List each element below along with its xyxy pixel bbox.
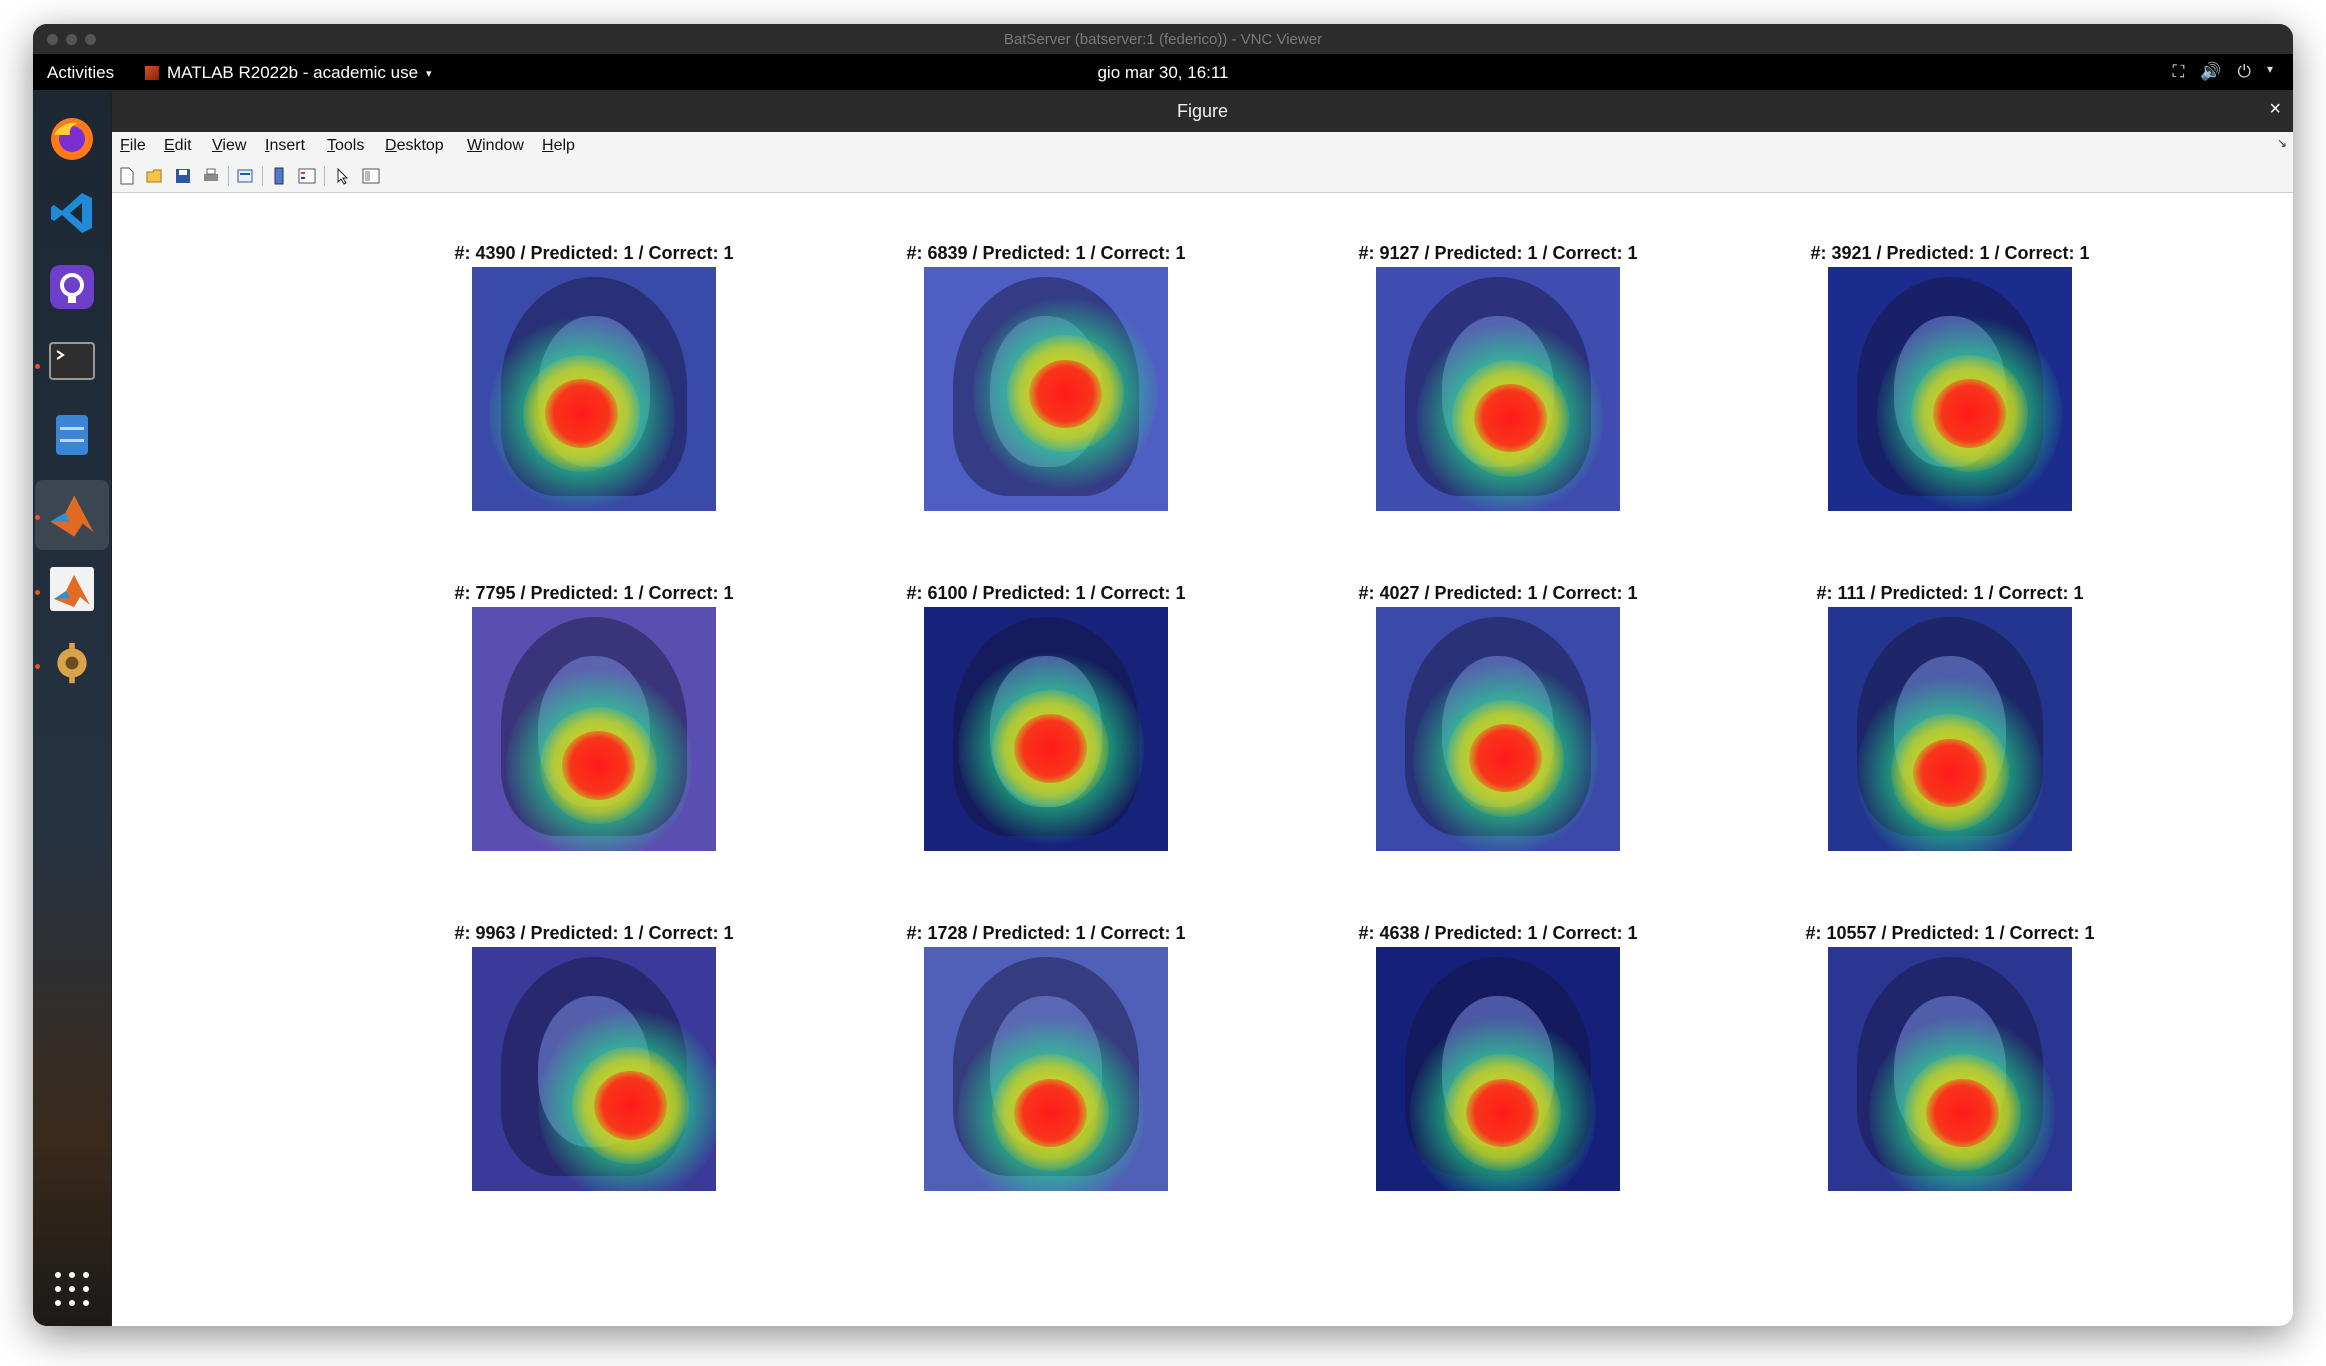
network-icon: ⛶ — [2172, 62, 2185, 81]
chevron-down-icon: ▾ — [426, 67, 432, 80]
subplot-panel: #: 6839 / Predicted: 1 / Correct: 1 — [836, 243, 1256, 543]
toolbar-separator — [324, 166, 325, 186]
subplot-panel: #: 6100 / Predicted: 1 / Correct: 1 — [836, 583, 1256, 883]
dock — [33, 90, 111, 1326]
firefox-icon[interactable] — [45, 112, 99, 166]
gradcam-heatmap-image — [472, 947, 716, 1191]
figure-canvas[interactable]: #: 4390 / Predicted: 1 / Correct: 1 #: 68… — [112, 193, 2293, 1326]
print-preview-icon[interactable] — [236, 167, 254, 185]
gradcam-heatmap-image — [1828, 267, 2072, 511]
menu-edit[interactable]: Edit — [164, 137, 192, 154]
subplot-panel: #: 1728 / Predicted: 1 / Correct: 1 — [836, 923, 1256, 1223]
gradcam-heatmap-image — [1376, 607, 1620, 851]
system-tray[interactable]: ⛶ 🔊 ⏻ ▾ — [2172, 62, 2273, 82]
subplot-title: #: 10557 / Predicted: 1 / Correct: 1 — [1805, 923, 2095, 943]
activities-button[interactable]: Activities — [47, 63, 115, 82]
vnc-titlebar: BatServer (batserver:1 (federico)) - VNC… — [33, 24, 2293, 54]
legend-icon[interactable] — [298, 167, 316, 185]
clock[interactable]: gio mar 30, 16:11 — [1097, 63, 1229, 82]
subplot-panel: #: 9127 / Predicted: 1 / Correct: 1 — [1288, 243, 1708, 543]
subplot-title: #: 3921 / Predicted: 1 / Correct: 1 — [1810, 243, 2090, 263]
property-inspector-icon[interactable] — [362, 167, 380, 185]
app-menu[interactable]: MATLAB R2022b - academic use ▾ — [145, 63, 432, 83]
subplot-title: #: 9127 / Predicted: 1 / Correct: 1 — [1358, 243, 1638, 263]
matlab-figure-window: Figure × File Edit View Insert Tools Des… — [112, 90, 2293, 1326]
colorbar-icon[interactable] — [270, 167, 288, 185]
close-icon[interactable]: × — [2269, 98, 2281, 120]
matlab-icon — [145, 66, 159, 80]
gradcam-heatmap-image — [1828, 947, 2072, 1191]
minimize-window-button[interactable] — [66, 34, 77, 45]
window-controls — [47, 34, 96, 45]
figure-title: Figure — [1176, 101, 1229, 121]
matlab-icon[interactable] — [35, 480, 109, 550]
menu-file[interactable]: File — [120, 137, 146, 154]
pointer-icon[interactable] — [334, 167, 352, 185]
gradcam-heatmap-image — [924, 267, 1168, 511]
vnc-window-title: BatServer (batserver:1 (federico)) - VNC… — [1003, 30, 1323, 48]
menu-help[interactable]: Help — [542, 137, 575, 154]
save-icon[interactable] — [174, 167, 192, 185]
subplot-title: #: 111 / Predicted: 1 / Correct: 1 — [1816, 583, 2084, 603]
subplot-panel: #: 7795 / Predicted: 1 / Correct: 1 — [384, 583, 804, 883]
subplot-title: #: 9963 / Predicted: 1 / Correct: 1 — [454, 923, 734, 943]
running-indicator — [35, 590, 40, 595]
figure-toolbar — [112, 160, 2293, 193]
gradcam-heatmap-image — [1376, 267, 1620, 511]
subplot-title: #: 4390 / Predicted: 1 / Correct: 1 — [454, 243, 734, 263]
subplot-title: #: 6100 / Predicted: 1 / Correct: 1 — [906, 583, 1186, 603]
zoom-window-button[interactable] — [85, 34, 96, 45]
figure-menubar: File Edit View Insert Tools Desktop Wind… — [112, 132, 2293, 161]
subplot-title: #: 4638 / Predicted: 1 / Correct: 1 — [1358, 923, 1638, 943]
github-desktop-icon[interactable] — [45, 260, 99, 314]
open-file-icon[interactable] — [146, 167, 164, 185]
software-updater-icon[interactable] — [45, 636, 99, 690]
subplot-panel: #: 3921 / Predicted: 1 / Correct: 1 — [1740, 243, 2160, 543]
file-manager-icon[interactable] — [45, 408, 99, 462]
subplot-title: #: 6839 / Predicted: 1 / Correct: 1 — [906, 243, 1186, 263]
menu-view[interactable]: View — [212, 137, 247, 154]
menu-tools[interactable]: Tools — [327, 137, 365, 154]
menu-desktop[interactable]: Desktop — [385, 137, 444, 154]
figure-titlebar: Figure × — [112, 90, 2293, 132]
gradcam-heatmap-image — [924, 947, 1168, 1191]
menu-window[interactable]: Window — [467, 137, 524, 154]
running-indicator — [35, 664, 40, 669]
gradcam-heatmap-image — [1828, 607, 2072, 851]
chevron-down-icon: ▾ — [2266, 62, 2273, 76]
gradcam-heatmap-image — [1376, 947, 1620, 1191]
gradcam-heatmap-image — [472, 607, 716, 851]
close-window-button[interactable] — [47, 34, 58, 45]
running-indicator — [35, 364, 40, 369]
subplot-panel: #: 10557 / Predicted: 1 / Correct: 1 — [1740, 923, 2160, 1223]
subplot-title: #: 1728 / Predicted: 1 / Correct: 1 — [906, 923, 1186, 943]
vnc-viewer-window: BatServer (batserver:1 (federico)) - VNC… — [33, 24, 2293, 1326]
app-menu-label: MATLAB R2022b - academic use — [167, 63, 419, 82]
toolbar-separator — [262, 166, 263, 186]
toolbar-separator — [228, 166, 229, 186]
vscode-icon[interactable] — [45, 186, 99, 240]
print-icon[interactable] — [202, 167, 220, 185]
subplot-title: #: 4027 / Predicted: 1 / Correct: 1 — [1358, 583, 1638, 603]
gradcam-heatmap-image — [924, 607, 1168, 851]
new-figure-icon[interactable] — [118, 167, 136, 185]
subplot-title: #: 7795 / Predicted: 1 / Correct: 1 — [454, 583, 734, 603]
menu-insert[interactable]: Insert — [265, 137, 306, 154]
matlab-alt-icon[interactable] — [45, 562, 99, 616]
running-indicator — [35, 515, 40, 520]
dock-figure-icon[interactable]: ↘ — [2276, 136, 2287, 150]
subplot-panel: #: 4638 / Predicted: 1 / Correct: 1 — [1288, 923, 1708, 1223]
volume-icon: 🔊 — [2200, 62, 2222, 81]
power-icon: ⏻ — [2237, 62, 2251, 81]
subplot-panel: #: 4390 / Predicted: 1 / Correct: 1 — [384, 243, 804, 543]
terminal-icon[interactable] — [45, 334, 99, 388]
gnome-top-bar: Activities MATLAB R2022b - academic use … — [33, 54, 2293, 90]
subplot-panel: #: 111 / Predicted: 1 / Correct: 1 — [1740, 583, 2160, 883]
subplot-panel: #: 9963 / Predicted: 1 / Correct: 1 — [384, 923, 804, 1223]
app-grid-icon[interactable] — [45, 1262, 99, 1316]
gradcam-heatmap-image — [472, 267, 716, 511]
subplot-panel: #: 4027 / Predicted: 1 / Correct: 1 — [1288, 583, 1708, 883]
